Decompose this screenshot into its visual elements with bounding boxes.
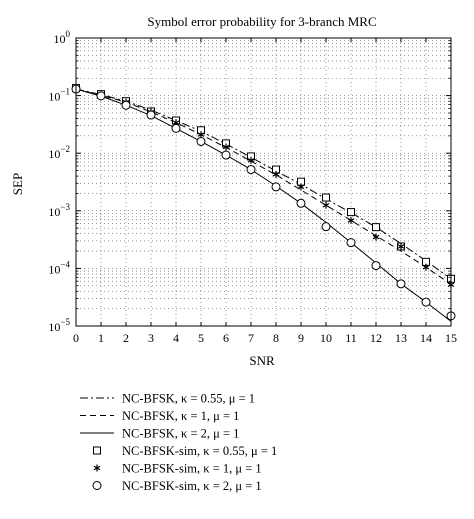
data-point-star [272, 170, 280, 178]
y-tick-label: 10−3 [48, 202, 70, 219]
data-point-circle [271, 182, 281, 192]
data-point-circle [221, 150, 231, 160]
series-markers-4 [72, 85, 455, 289]
chart-title: Symbol error probability for 3-branch MR… [147, 14, 376, 29]
legend-label: NC-BFSK, κ = 1, μ = 1 [122, 409, 239, 423]
data-point-star [297, 183, 305, 191]
data-point-circle [196, 136, 206, 146]
y-tick-label: 100 [54, 29, 71, 46]
legend-label: NC-BFSK, κ = 2, μ = 1 [122, 427, 239, 441]
x-tick-label: 9 [298, 331, 304, 345]
x-axis-label: SNR [249, 353, 275, 368]
data-point-star [397, 242, 405, 250]
data-point-square [347, 208, 355, 217]
y-tick-label: 10−1 [48, 87, 70, 104]
x-tick-label: 6 [223, 331, 229, 345]
data-point-circle [92, 481, 102, 490]
data-point-star [422, 263, 430, 271]
data-point-circle [421, 297, 431, 307]
series-line-2 [75, 88, 452, 322]
data-point-circle [321, 222, 331, 232]
data-point-circle [171, 123, 181, 133]
y-tick-label: 10−5 [48, 317, 70, 334]
legend-label: NC-BFSK-sim, κ = 0.55, μ = 1 [122, 444, 277, 458]
data-point-square [93, 446, 101, 455]
x-tick-label: 1 [98, 331, 104, 345]
data-point-circle [371, 261, 381, 271]
series-line-0 [75, 88, 452, 280]
data-point-circle [246, 165, 256, 175]
x-tick-label: 4 [173, 331, 179, 345]
legend-entry-3: NC-BFSK-sim, κ = 0.55, μ = 1 [93, 444, 277, 458]
data-point-circle [296, 198, 306, 208]
grid [76, 38, 451, 326]
x-tick-label: 15 [445, 331, 457, 345]
data-point-square [372, 223, 380, 232]
y-tick-label: 10−4 [48, 259, 70, 276]
legend-label: NC-BFSK-sim, κ = 1, μ = 1 [122, 462, 262, 476]
series-markers-5 [71, 84, 456, 321]
data-point-circle [96, 91, 106, 101]
x-tick-label: 11 [345, 331, 357, 345]
x-tick-label: 2 [123, 331, 129, 345]
y-axis-label: SEP [10, 173, 25, 195]
series-line-1 [75, 88, 452, 285]
x-tick-label: 8 [273, 331, 279, 345]
plot-frame [75, 37, 452, 327]
x-tick-label: 0 [73, 331, 79, 345]
legend-label: NC-BFSK-sim, κ = 2, μ = 1 [122, 479, 262, 493]
data-point-star [93, 464, 101, 472]
data-point-star [372, 233, 380, 241]
legend-entry-4: NC-BFSK-sim, κ = 1, μ = 1 [93, 462, 262, 476]
data-point-star [347, 216, 355, 224]
x-tick-label: 7 [248, 331, 254, 345]
legend-entry-5: NC-BFSK-sim, κ = 2, μ = 1 [92, 479, 262, 493]
legend-entry-2: NC-BFSK, κ = 2, μ = 1 [80, 427, 239, 441]
legend-entry-1: NC-BFSK, κ = 1, μ = 1 [80, 409, 239, 423]
data-point-circle [121, 100, 131, 110]
series-markers [71, 84, 456, 321]
x-tick-label: 5 [198, 331, 204, 345]
legend-entry-0: NC-BFSK, κ = 0.55, μ = 1 [80, 392, 255, 406]
data-point-square [322, 193, 330, 202]
data-point-circle [346, 238, 356, 248]
y-tick-label: 10−2 [48, 144, 70, 161]
axis-ticks: 0 1 2 3 4 5 6 7 8 9 10 11 12 13 14 1510−510−410−310−210… [48, 29, 457, 345]
x-tick-label: 14 [420, 331, 432, 345]
data-point-circle [396, 279, 406, 289]
series-markers-3 [72, 84, 455, 283]
legend-label: NC-BFSK, κ = 0.55, μ = 1 [122, 392, 255, 406]
x-tick-label: 12 [370, 331, 382, 345]
legend: NC-BFSK, κ = 0.55, μ = 1 NC-BFSK, κ = 1, … [80, 392, 277, 493]
x-tick-label: 13 [395, 331, 407, 345]
data-point-star [222, 143, 230, 151]
x-tick-label: 10 [320, 331, 332, 345]
series-lines [75, 88, 452, 322]
data-point-star [247, 156, 255, 164]
data-point-circle [146, 110, 156, 120]
data-point-star [322, 201, 330, 209]
x-tick-label: 3 [148, 331, 154, 345]
